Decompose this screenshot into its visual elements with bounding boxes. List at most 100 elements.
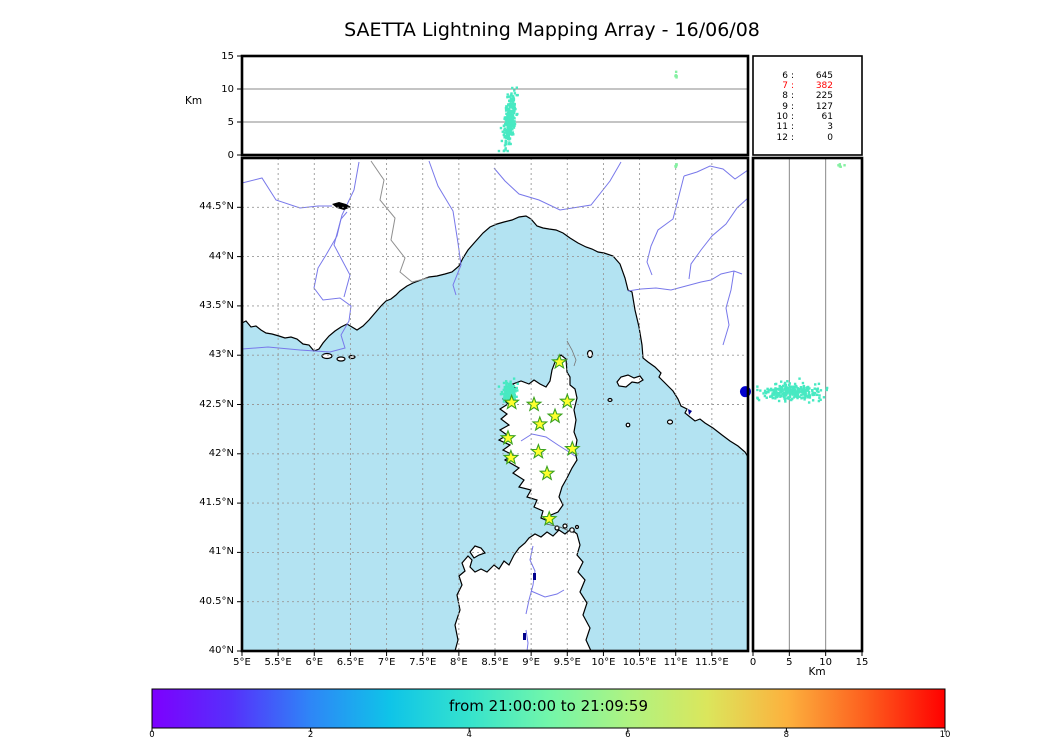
lightning-point	[509, 115, 512, 118]
lightning-point	[504, 135, 507, 138]
edge-marker-layer	[739, 386, 751, 398]
lightning-point	[787, 396, 790, 399]
lightning-point	[794, 390, 798, 393]
lightning-point	[788, 393, 792, 397]
stats-box-frame	[752, 55, 863, 156]
lightning-point	[506, 125, 510, 128]
lightning-point	[509, 112, 512, 115]
lightning-point	[814, 383, 817, 386]
lightning-point	[509, 380, 512, 383]
lon-tick-label: 11°E	[663, 657, 688, 668]
colon: :	[790, 101, 795, 112]
lat-tick-label: 42.5°N	[199, 398, 234, 410]
station-markers	[499, 353, 581, 526]
lightning-point	[513, 394, 516, 398]
lightning-point	[756, 396, 759, 399]
lightning-point	[777, 399, 781, 403]
lightning-point	[512, 126, 516, 129]
lakes	[332, 202, 692, 640]
lightning-point	[838, 165, 842, 168]
lightning-point	[807, 401, 811, 404]
lat-tick-label: 43°N	[208, 349, 234, 361]
lightning-point	[505, 121, 509, 124]
lightning-point	[511, 114, 515, 117]
lightning-point	[759, 389, 762, 392]
lightning-point	[796, 387, 799, 390]
top-alt-tick-label: 10	[221, 83, 234, 95]
lightning-point	[507, 391, 511, 394]
lon-tick-label: 8.5°E	[481, 657, 509, 668]
maddalena-island-4	[574, 524, 580, 530]
lightning-point	[805, 389, 809, 392]
lightning-point	[502, 149, 506, 153]
altitude-bin-value: 10	[776, 111, 788, 122]
lightning-point	[807, 390, 811, 394]
lightning-point	[777, 394, 781, 397]
lightning-point	[509, 99, 512, 103]
altitude-count-row: 6: 645	[761, 71, 833, 81]
lightning-point	[808, 387, 811, 390]
lightning-point	[514, 107, 517, 111]
lightning-point	[506, 389, 510, 392]
lightning-point	[515, 386, 519, 390]
lat-tick-label: 40°N	[208, 645, 234, 656]
colorbar-bar	[152, 689, 945, 728]
lightning-point	[509, 128, 512, 132]
river	[428, 160, 462, 296]
lightning-point	[767, 388, 770, 392]
panel-frames	[240, 54, 864, 653]
lightning-point	[504, 380, 508, 383]
lightning-point	[811, 399, 815, 402]
colon: :	[790, 70, 795, 81]
altitude-bin-count: 0	[827, 132, 833, 143]
lightning-point	[757, 398, 761, 402]
altitude-count-row: 7: 382	[761, 81, 833, 91]
lightning-point	[771, 393, 774, 396]
station-star-marker	[525, 395, 543, 412]
lightning-point	[508, 126, 511, 129]
lightning-point	[778, 384, 781, 388]
lightning-point	[502, 388, 506, 392]
lightning-point	[513, 102, 516, 106]
colon: :	[790, 80, 795, 91]
altitude-bin-count: 127	[815, 101, 833, 112]
lightning-point	[512, 377, 516, 380]
lightning-point	[796, 396, 799, 400]
colon: :	[790, 111, 795, 122]
pianosa-island	[607, 397, 613, 403]
lightning-point	[784, 385, 788, 388]
top-alt-tick-label: 0	[227, 149, 234, 161]
lightning-point	[756, 388, 759, 392]
lightning-point	[818, 396, 821, 400]
lightning-point	[783, 388, 786, 391]
country-border	[370, 160, 429, 283]
lightning-point	[784, 400, 787, 403]
lightning-point	[782, 391, 785, 395]
lightning-point	[769, 395, 772, 398]
lightning-point	[792, 389, 795, 393]
river	[242, 177, 332, 209]
lightning-point	[503, 144, 507, 147]
lightning-point	[788, 386, 792, 389]
lightning-point	[789, 392, 792, 395]
lightning-point	[504, 147, 507, 150]
lightning-point	[510, 124, 514, 127]
lightning-point	[772, 389, 775, 393]
colon: :	[790, 132, 795, 143]
altitude-bin-count: 225	[815, 91, 833, 102]
sardinia-lake-2	[523, 633, 526, 640]
lightning-point	[784, 393, 787, 397]
lightning-point	[788, 382, 792, 385]
lightning-point	[507, 142, 511, 146]
lightning-point	[513, 89, 516, 92]
lightning-point	[790, 398, 793, 402]
figure-title: SAETTA Lightning Mapping Array - 16/06/0…	[344, 19, 760, 41]
lightning-point	[508, 130, 511, 133]
lightning-point	[800, 388, 803, 391]
lightning-point	[792, 392, 796, 395]
lightning-point	[838, 163, 842, 166]
lon-tick-label: 9.5°E	[553, 657, 581, 668]
lightning-point	[506, 95, 509, 99]
lightning-point	[503, 116, 507, 119]
right-alt-tick-label: 15	[855, 657, 869, 668]
